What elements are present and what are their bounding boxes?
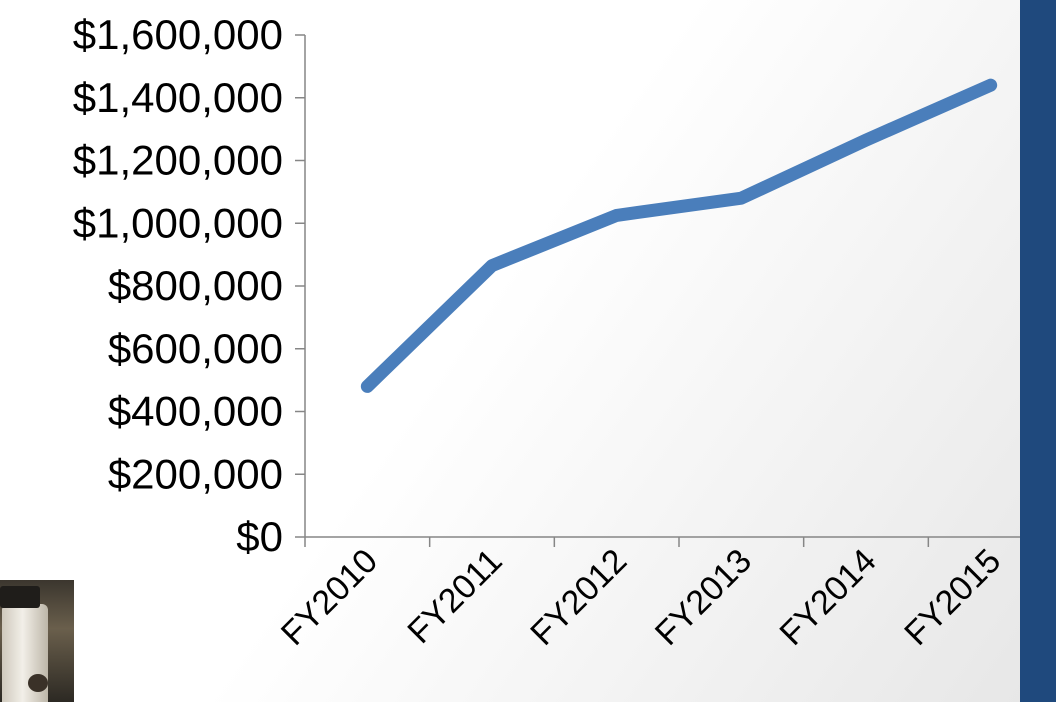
- photo-thumbnail: [0, 580, 74, 702]
- y-tick-label: $1,200,000: [73, 137, 283, 184]
- y-tick-label: $1,400,000: [73, 74, 283, 121]
- x-tick-label: FY2011: [400, 542, 509, 651]
- data-point: [614, 212, 620, 218]
- series-line: [367, 85, 990, 386]
- data-point: [988, 82, 994, 88]
- data-point: [863, 137, 869, 143]
- y-tick-label: $400,000: [108, 388, 283, 435]
- data-point: [489, 263, 495, 269]
- y-tick-label: $200,000: [108, 450, 283, 497]
- y-tick-label: $800,000: [108, 262, 283, 309]
- x-axis: FY2010 FY2011 FY2012 FY2013 FY2014 FY2015: [274, 537, 1053, 653]
- y-tick-label: $600,000: [108, 325, 283, 372]
- y-tick-label: $1,000,000: [73, 199, 283, 246]
- y-tick-label: $0: [236, 513, 283, 560]
- jar-lid-shape: [0, 586, 40, 608]
- data-point: [364, 383, 370, 389]
- jar-label-shape: [28, 674, 48, 692]
- data-point: [738, 195, 744, 201]
- y-axis: $0 $200,000 $400,000 $600,000 $800,000 $1,000…: [73, 11, 305, 560]
- y-tick-label: $1,600,000: [73, 11, 283, 58]
- x-tick-label: FY2015: [897, 542, 1008, 653]
- x-tick-label: FY2013: [648, 542, 759, 653]
- x-tick-label: FY2014: [773, 542, 884, 653]
- series-group: [364, 82, 993, 389]
- x-tick-label: FY2010: [274, 542, 385, 653]
- side-accent-bar: [1020, 0, 1056, 702]
- x-tick-label: FY2012: [523, 542, 634, 653]
